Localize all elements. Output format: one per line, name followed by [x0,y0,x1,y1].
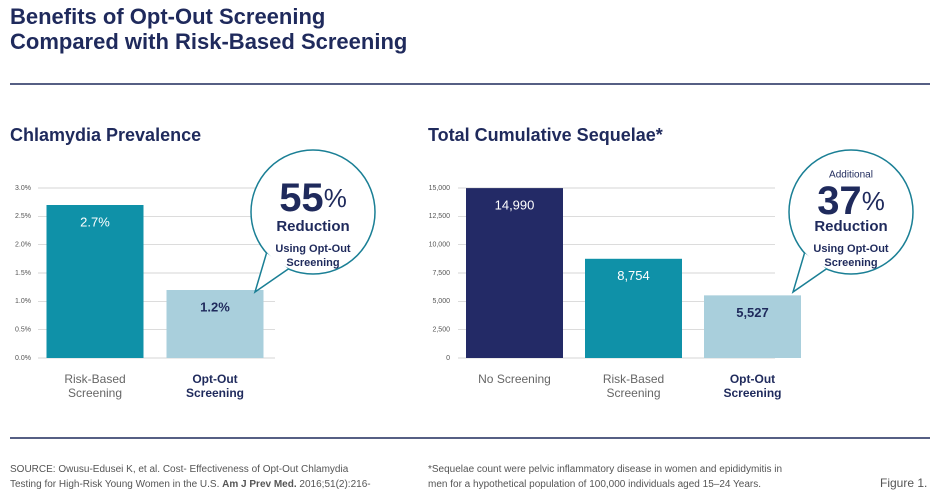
bar [46,205,144,358]
title-line: Compared with Risk-Based Screening [10,29,408,54]
source: SOURCE: Owusu-Edusei K, et al. Cost- Eff… [10,462,380,495]
value-label: 2.7% [80,214,110,229]
x-tick-label: No Screening [478,372,551,386]
callout-value: 37 [817,179,862,223]
callout-label: Reduction [814,218,887,235]
journal: Am J Prev Med. [222,479,297,490]
x-tick-label: Risk-Based Screening [64,372,126,400]
value-label: 1.2% [200,299,230,314]
bar [466,188,563,358]
value-label: 8,754 [617,268,650,283]
y-tick-label: 12,500 [429,213,451,220]
callout-label: Reduction [276,218,349,235]
y-tick-label: 2.5% [15,213,31,220]
y-tick-label: 15,000 [429,185,451,192]
callout-pointer [791,252,827,294]
callout-value: 55 [279,176,324,220]
y-tick-label: 1.0% [15,298,31,305]
y-tick-label: 0.5% [15,327,31,334]
callout-circle [788,149,914,275]
y-tick-label: 3.0% [15,185,31,192]
x-tick-label: Opt-Out Screening [185,372,245,400]
callout-prefix: Additional [829,170,873,181]
callout-figure: 55% [279,176,347,220]
figure-label: Figure 1. [880,476,928,490]
y-tick-label: 10,000 [429,242,451,249]
bar [166,290,264,358]
bar [704,295,801,358]
y-tick-label: 0 [446,355,450,362]
title-line: Benefits of Opt-Out Screening [10,4,326,29]
source-text: SOURCE: Owusu-Edusei K, et al. Cost- Eff… [10,464,349,490]
page-title: Benefits of Opt-Out Screening Compared w… [10,4,407,54]
callout-pointer [253,252,289,294]
value-label: 5,527 [736,305,769,320]
callout-circle [250,149,376,275]
callout-unit: % [862,186,885,216]
x-tick-label: Risk-Based Screening [602,372,665,400]
callout-unit: % [324,183,347,213]
chart-title: Total Cumulative Sequelae* [428,125,663,145]
y-tick-label: 0.0% [15,355,31,362]
callout-note: Using Opt-Out Screening [275,243,351,269]
x-tick-label: Opt-Out Screening [723,372,782,400]
chart-title: Chlamydia Prevalence [10,125,201,145]
bar [585,258,682,358]
y-tick-label: 2.0% [15,242,31,249]
y-tick-label: 2,500 [432,327,450,334]
y-tick-label: 1.5% [15,270,31,277]
footnote: *Sequelae count were pelvic inflammatory… [428,464,783,490]
y-tick-label: 7,500 [432,270,450,277]
y-tick-label: 5,000 [432,298,450,305]
callout-figure: 37% [817,179,885,223]
value-label: 14,990 [495,198,535,213]
callout-note: Using Opt-Out Screening [813,243,889,269]
